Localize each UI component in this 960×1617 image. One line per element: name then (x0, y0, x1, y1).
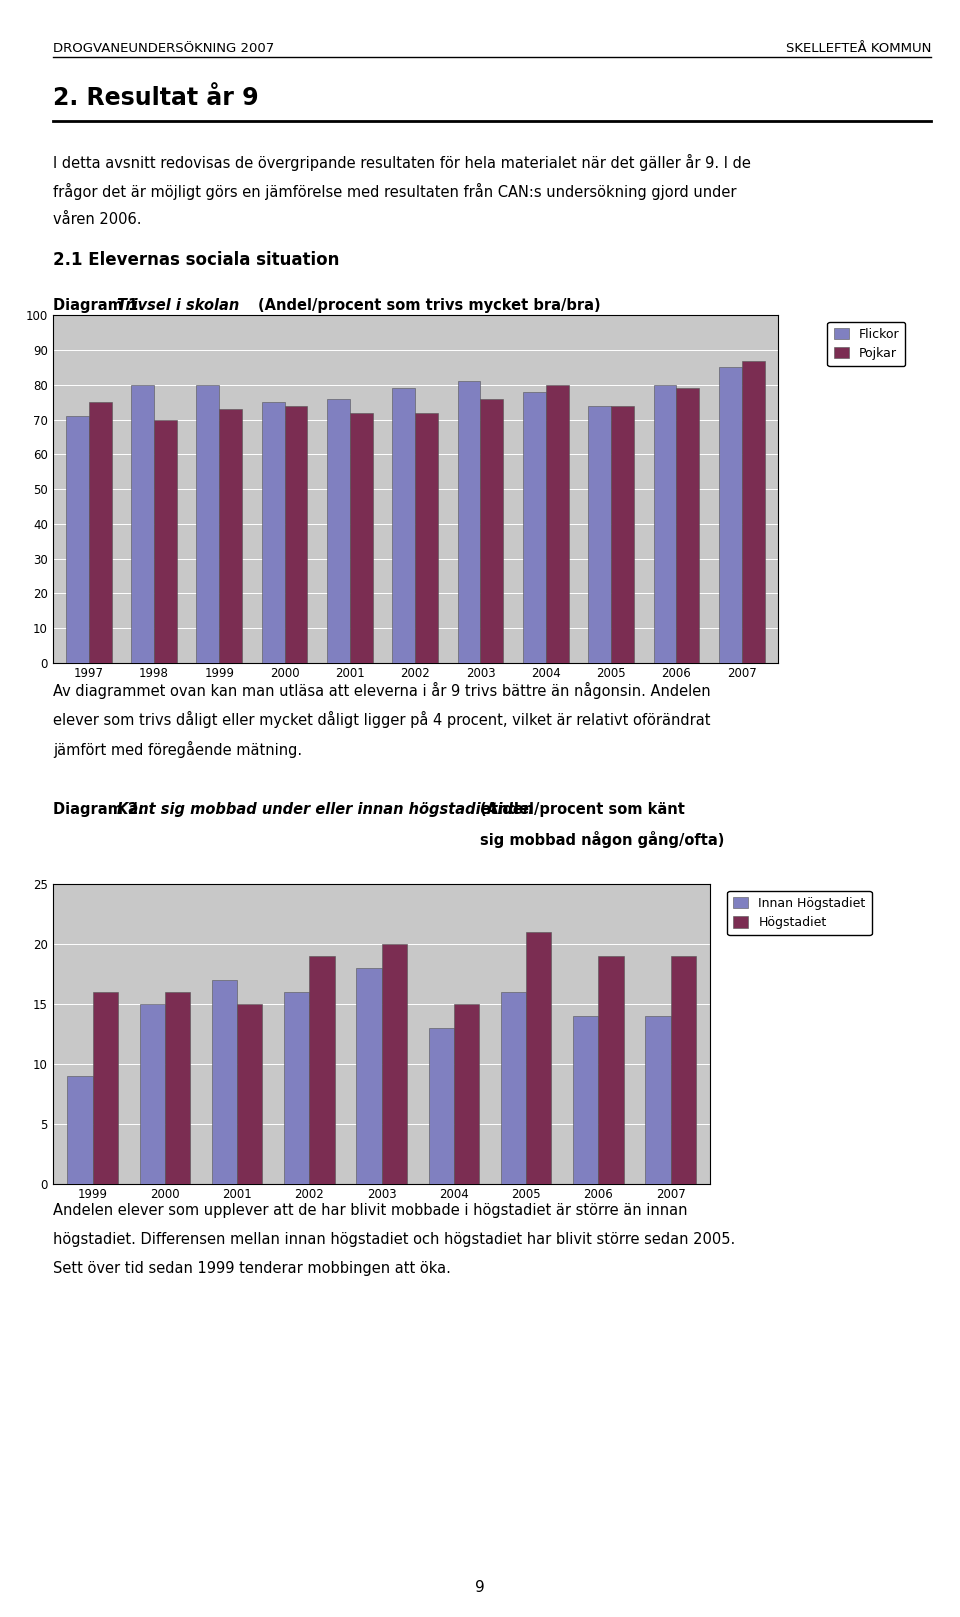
Bar (393, 388, 415, 663)
Bar (428, 1028, 454, 1184)
Bar (454, 1004, 479, 1184)
Bar (132, 385, 154, 663)
Bar (458, 382, 481, 663)
Bar (612, 406, 634, 663)
Bar (197, 385, 219, 663)
Bar (501, 993, 526, 1184)
Bar (573, 1015, 598, 1184)
Bar (165, 993, 190, 1184)
Text: 2. Resultat år 9: 2. Resultat år 9 (53, 86, 258, 110)
Text: Diagram 1.: Diagram 1. (53, 298, 149, 312)
Bar (742, 361, 764, 663)
Bar (237, 1004, 262, 1184)
Text: Diagram 2.: Diagram 2. (53, 802, 149, 817)
Text: SKELLEFTEÅ KOMMUN: SKELLEFTEÅ KOMMUN (786, 42, 931, 55)
Bar (67, 1075, 92, 1184)
Bar (677, 388, 699, 663)
Text: (Andel/procent som trivs mycket bra/bra): (Andel/procent som trivs mycket bra/bra) (258, 298, 601, 312)
Text: Känt sig mobbad under eller innan högstadietiden: Känt sig mobbad under eller innan högsta… (117, 802, 539, 817)
Text: 9: 9 (475, 1580, 485, 1596)
Bar (415, 412, 438, 663)
Bar (598, 956, 624, 1184)
Text: frågor det är möjligt görs en jämförelse med resultaten från CAN:s undersökning : frågor det är möjligt görs en jämförelse… (53, 183, 736, 201)
Text: sig mobbad någon gång/ofta): sig mobbad någon gång/ofta) (480, 831, 725, 849)
Text: elever som trivs dåligt eller mycket dåligt ligger på 4 procent, vilket är relat: elever som trivs dåligt eller mycket dål… (53, 711, 710, 729)
Bar (356, 969, 382, 1184)
Bar (219, 409, 242, 663)
Bar (588, 406, 612, 663)
Text: Andelen elever som upplever att de har blivit mobbade i högstadiet är större än : Andelen elever som upplever att de har b… (53, 1203, 687, 1218)
Bar (526, 933, 551, 1184)
Text: DROGVANEUNDERSÖKNING 2007: DROGVANEUNDERSÖKNING 2007 (53, 42, 274, 55)
Bar (671, 956, 696, 1184)
Bar (546, 385, 568, 663)
Text: I detta avsnitt redovisas de övergripande resultaten för hela materialet när det: I detta avsnitt redovisas de övergripand… (53, 154, 751, 171)
Text: 2.1 Elevernas sociala situation: 2.1 Elevernas sociala situation (53, 251, 339, 268)
Bar (212, 980, 237, 1184)
Bar (349, 412, 372, 663)
Bar (154, 419, 177, 663)
Bar (262, 403, 284, 663)
Bar (382, 944, 407, 1184)
Bar (92, 993, 118, 1184)
Bar (139, 1004, 165, 1184)
Legend: Innan Högstadiet, Högstadiet: Innan Högstadiet, Högstadiet (727, 891, 872, 936)
Legend: Flickor, Pojkar: Flickor, Pojkar (828, 322, 905, 367)
Text: Sett över tid sedan 1999 tenderar mobbingen att öka.: Sett över tid sedan 1999 tenderar mobbin… (53, 1261, 450, 1276)
Text: våren 2006.: våren 2006. (53, 212, 141, 226)
Bar (327, 399, 349, 663)
Text: Trivsel i skolan: Trivsel i skolan (117, 298, 245, 312)
Bar (284, 406, 307, 663)
Text: Av diagrammet ovan kan man utläsa att eleverna i år 9 trivs bättre än någonsin. : Av diagrammet ovan kan man utläsa att el… (53, 682, 710, 700)
Text: (Andel/procent som känt: (Andel/procent som känt (480, 802, 684, 817)
Bar (88, 403, 111, 663)
Bar (66, 416, 88, 663)
Bar (645, 1015, 671, 1184)
Bar (481, 399, 503, 663)
Bar (523, 391, 546, 663)
Bar (654, 385, 677, 663)
Text: högstadiet. Differensen mellan innan högstadiet och högstadiet har blivit större: högstadiet. Differensen mellan innan hög… (53, 1232, 735, 1247)
Bar (719, 367, 742, 663)
Bar (309, 956, 335, 1184)
Text: jämfört med föregående mätning.: jämfört med föregående mätning. (53, 741, 302, 758)
Bar (284, 993, 309, 1184)
